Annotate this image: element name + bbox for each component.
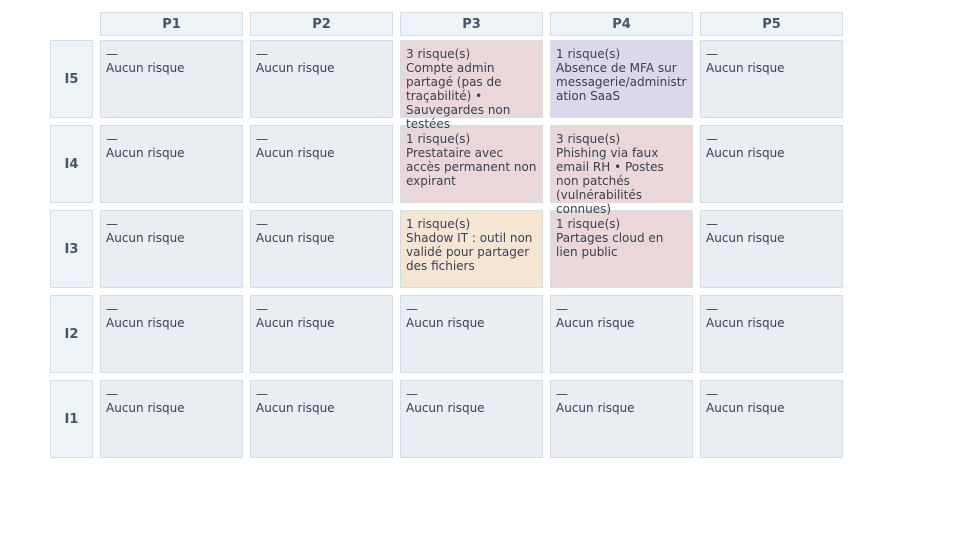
- risk-count: 3 risque(s): [406, 47, 471, 61]
- risk-description: Aucun risque: [106, 61, 185, 75]
- matrix-cell[interactable]: — Aucun risque: [700, 295, 843, 373]
- matrix-cell[interactable]: — Aucun risque: [250, 210, 393, 288]
- matrix-cell[interactable]: — Aucun risque: [550, 295, 693, 373]
- matrix-cell[interactable]: — Aucun risque: [250, 40, 393, 118]
- matrix-cell[interactable]: — Aucun risque: [100, 295, 243, 373]
- risk-description: Aucun risque: [706, 401, 785, 415]
- row-label-i5: I5: [50, 40, 93, 118]
- risk-count: —: [256, 132, 268, 146]
- risk-description: Aucun risque: [256, 61, 335, 75]
- row-label-i1: I1: [50, 380, 93, 458]
- matrix-cell[interactable]: — Aucun risque: [100, 380, 243, 458]
- risk-description: Aucun risque: [256, 316, 335, 330]
- risk-description: Aucun risque: [556, 401, 635, 415]
- column-header-row: P1 P2 P3 P4 P5: [100, 12, 843, 36]
- matrix-cell[interactable]: — Aucun risque: [700, 125, 843, 203]
- matrix-cell[interactable]: — Aucun risque: [700, 380, 843, 458]
- risk-description: Aucun risque: [706, 146, 785, 160]
- matrix-cell[interactable]: 3 risque(s) Phishing via faux email RH • …: [550, 125, 693, 216]
- risk-count: —: [706, 217, 718, 231]
- column-header-p3: P3: [400, 12, 543, 36]
- risk-count: —: [556, 387, 568, 401]
- risk-count: —: [256, 217, 268, 231]
- risk-description: Aucun risque: [706, 61, 785, 75]
- risk-description: Prestataire avec accès permanent non exp…: [406, 146, 537, 188]
- matrix-cell[interactable]: — Aucun risque: [700, 40, 843, 118]
- risk-count: —: [406, 387, 418, 401]
- matrix-cell[interactable]: — Aucun risque: [400, 380, 543, 458]
- risk-description: Aucun risque: [106, 401, 185, 415]
- risk-description: Aucun risque: [406, 316, 485, 330]
- risk-count: —: [256, 387, 268, 401]
- risk-count: —: [106, 47, 118, 61]
- matrix-cell[interactable]: — Aucun risque: [400, 295, 543, 373]
- risk-count: 1 risque(s): [406, 217, 471, 231]
- risk-count: —: [106, 387, 118, 401]
- risk-description: Phishing via faux email RH • Postes non …: [556, 146, 664, 216]
- risk-description: Aucun risque: [256, 401, 335, 415]
- matrix-cell[interactable]: 1 risque(s) Shadow IT : outil non validé …: [400, 210, 543, 288]
- matrix-cell[interactable]: — Aucun risque: [250, 125, 393, 203]
- risk-count: 3 risque(s): [556, 132, 621, 146]
- matrix-cell[interactable]: — Aucun risque: [100, 210, 243, 288]
- risk-count: —: [406, 302, 418, 316]
- column-header-p1: P1: [100, 12, 243, 36]
- column-header-p2: P2: [250, 12, 393, 36]
- row-label-i2: I2: [50, 295, 93, 373]
- matrix-cell[interactable]: 1 risque(s) Absence de MFA sur messagerie…: [550, 40, 693, 118]
- matrix-cell[interactable]: — Aucun risque: [250, 380, 393, 458]
- risk-description: Aucun risque: [106, 146, 185, 160]
- risk-description: Partages cloud en lien public: [556, 231, 664, 259]
- risk-count: 1 risque(s): [406, 132, 471, 146]
- matrix-cell[interactable]: — Aucun risque: [250, 295, 393, 373]
- matrix-cell[interactable]: — Aucun risque: [100, 125, 243, 203]
- matrix-cell[interactable]: — Aucun risque: [100, 40, 243, 118]
- row-label-i4: I4: [50, 125, 93, 203]
- matrix-cell[interactable]: 3 risque(s) Compte admin partagé (pas de …: [400, 40, 543, 131]
- risk-count: —: [556, 302, 568, 316]
- risk-count: 1 risque(s): [556, 217, 621, 231]
- column-header-p4: P4: [550, 12, 693, 36]
- risk-description: Aucun risque: [406, 401, 485, 415]
- risk-count: —: [106, 217, 118, 231]
- risk-description: Aucun risque: [556, 316, 635, 330]
- risk-count: —: [706, 132, 718, 146]
- matrix-cell[interactable]: 1 risque(s) Partages cloud en lien public: [550, 210, 693, 288]
- risk-description: Aucun risque: [106, 316, 185, 330]
- column-header-p5: P5: [700, 12, 843, 36]
- risk-description: Aucun risque: [106, 231, 185, 245]
- risk-count: —: [706, 387, 718, 401]
- risk-count: —: [706, 47, 718, 61]
- matrix-cell[interactable]: 1 risque(s) Prestataire avec accès perman…: [400, 125, 543, 203]
- matrix-cell[interactable]: — Aucun risque: [700, 210, 843, 288]
- matrix-cell[interactable]: — Aucun risque: [550, 380, 693, 458]
- risk-description: Absence de MFA sur messagerie/administra…: [556, 61, 687, 103]
- risk-description: Aucun risque: [706, 231, 785, 245]
- row-label-i3: I3: [50, 210, 93, 288]
- risk-count: —: [706, 302, 718, 316]
- risk-matrix: I5— Aucun risque — Aucun risque 3 risque(s) C…: [50, 40, 843, 458]
- risk-description: Aucun risque: [706, 316, 785, 330]
- risk-description: Shadow IT : outil non validé pour partag…: [406, 231, 533, 273]
- risk-description: Aucun risque: [256, 146, 335, 160]
- risk-count: —: [256, 47, 268, 61]
- risk-description: Aucun risque: [256, 231, 335, 245]
- risk-description: Compte admin partagé (pas de traçabilité…: [406, 61, 511, 131]
- risk-count: 1 risque(s): [556, 47, 621, 61]
- risk-count: —: [256, 302, 268, 316]
- risk-count: —: [106, 302, 118, 316]
- risk-count: —: [106, 132, 118, 146]
